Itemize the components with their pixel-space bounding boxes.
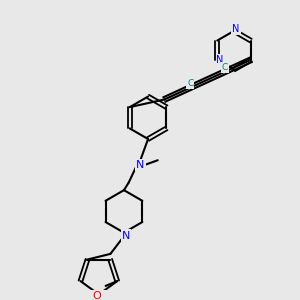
Text: N: N [122,230,130,241]
Text: N: N [217,55,224,65]
Text: C: C [222,63,228,72]
Text: C: C [187,79,194,88]
Text: N: N [232,24,240,34]
Text: N: N [136,160,145,170]
Text: O: O [92,291,101,300]
